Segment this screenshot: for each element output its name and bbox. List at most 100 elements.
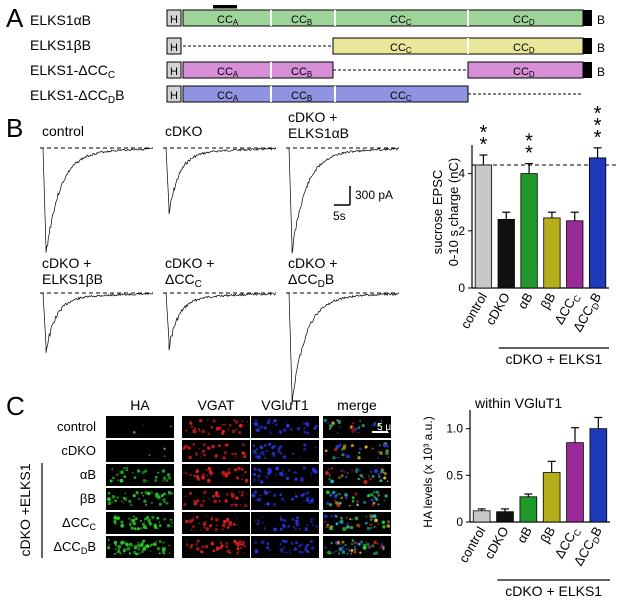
- puncta: [215, 546, 220, 551]
- puncta: [185, 429, 188, 432]
- puncta: [209, 471, 214, 476]
- puncta: [354, 541, 358, 545]
- puncta: [377, 456, 380, 459]
- puncta: [342, 469, 345, 471]
- puncta: [164, 501, 166, 503]
- bar-3: [542, 472, 561, 523]
- puncta: [192, 516, 195, 519]
- puncta: [368, 477, 372, 481]
- puncta: [262, 452, 265, 456]
- puncta: [363, 543, 367, 548]
- puncta: [289, 551, 292, 554]
- puncta: [258, 469, 261, 472]
- puncta: [274, 423, 278, 427]
- puncta: [330, 479, 334, 484]
- puncta: [126, 469, 129, 472]
- puncta: [247, 493, 249, 495]
- trace-label-betab-2: ELKS1βB: [42, 271, 103, 287]
- row-label-3: βB: [80, 491, 96, 506]
- puncta: [335, 522, 339, 526]
- puncta: [170, 425, 172, 428]
- puncta: [329, 493, 333, 497]
- puncta: [233, 419, 236, 422]
- puncta: [221, 429, 225, 434]
- puncta: [341, 540, 345, 544]
- puncta: [256, 523, 258, 526]
- puncta: [279, 548, 284, 552]
- puncta: [169, 552, 171, 555]
- puncta: [349, 518, 352, 520]
- puncta: [185, 519, 189, 524]
- puncta: [198, 447, 200, 450]
- puncta: [327, 422, 330, 425]
- puncta: [162, 541, 165, 544]
- puncta: [365, 541, 367, 544]
- puncta: [111, 494, 116, 499]
- puncta: [334, 541, 338, 544]
- puncta: [124, 469, 127, 472]
- scale-time-label: 5s: [333, 209, 346, 223]
- puncta: [196, 499, 200, 503]
- puncta: [326, 525, 329, 529]
- puncta: [235, 541, 240, 546]
- puncta: [232, 503, 235, 506]
- trace-recording-0: [40, 147, 153, 253]
- puncta: [149, 545, 152, 548]
- puncta: [346, 525, 350, 529]
- puncta: [339, 426, 341, 428]
- panel-letter-a: A: [6, 3, 24, 33]
- puncta: [189, 519, 193, 524]
- puncta: [162, 480, 165, 482]
- puncta: [189, 432, 191, 435]
- puncta: [303, 430, 307, 434]
- y-tick-label: 0: [458, 281, 465, 295]
- puncta: [163, 517, 167, 521]
- puncta: [356, 503, 359, 507]
- svg-text:H: H: [170, 42, 178, 54]
- puncta: [107, 546, 110, 550]
- puncta: [292, 452, 295, 454]
- puncta: [114, 548, 117, 550]
- puncta: [265, 491, 269, 495]
- puncta: [310, 546, 315, 550]
- puncta: [190, 425, 194, 429]
- puncta: [332, 456, 336, 460]
- puncta: [298, 457, 301, 459]
- puncta: [298, 544, 302, 548]
- puncta: [207, 432, 211, 435]
- puncta: [282, 428, 287, 432]
- puncta: [111, 468, 114, 471]
- puncta: [279, 528, 283, 531]
- puncta: [170, 518, 173, 521]
- puncta: [281, 492, 284, 494]
- puncta: [304, 528, 308, 531]
- puncta: [195, 452, 197, 454]
- puncta: [328, 427, 332, 430]
- puncta: [259, 480, 264, 484]
- puncta: [116, 551, 119, 554]
- micrograph-1-0: [106, 440, 174, 462]
- bar-2: [520, 173, 538, 289]
- bar-1: [496, 511, 514, 523]
- puncta: [347, 547, 350, 550]
- puncta: [242, 474, 244, 476]
- puncta: [139, 519, 142, 522]
- puncta: [221, 528, 224, 531]
- puncta: [344, 543, 347, 547]
- puncta: [300, 478, 304, 482]
- puncta: [260, 540, 265, 545]
- puncta: [341, 550, 346, 554]
- puncta: [193, 529, 196, 531]
- puncta: [146, 516, 150, 519]
- puncta: [144, 517, 147, 521]
- puncta: [246, 421, 248, 423]
- puncta: [168, 490, 171, 494]
- svg-text:H: H: [170, 14, 178, 26]
- puncta: [326, 469, 328, 471]
- category-label-2: αB: [514, 524, 535, 546]
- puncta: [272, 502, 277, 507]
- puncta: [306, 431, 310, 435]
- puncta: [374, 421, 376, 424]
- puncta: [381, 520, 385, 524]
- puncta: [267, 422, 270, 425]
